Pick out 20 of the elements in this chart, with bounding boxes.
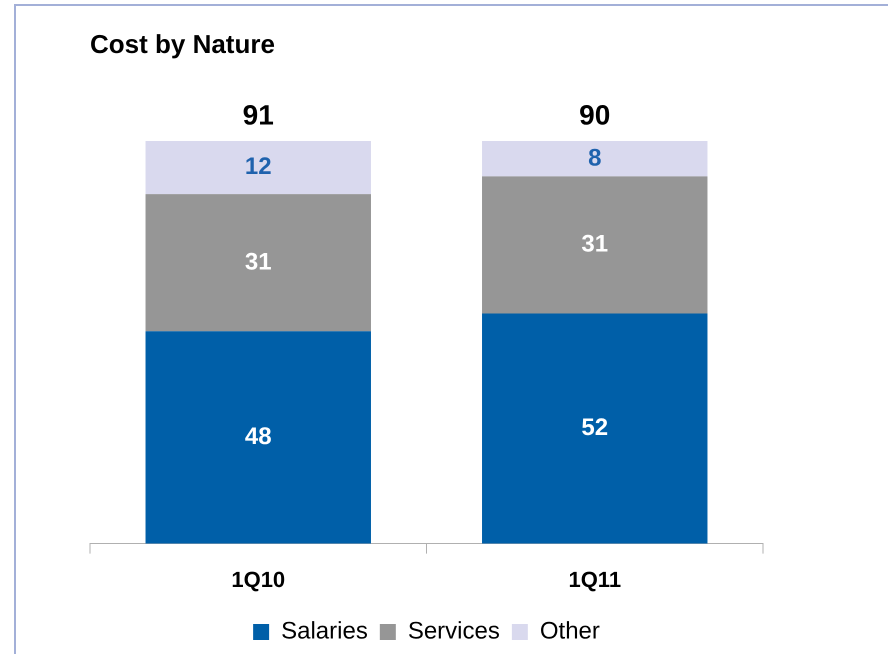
- legend-label: Services: [408, 618, 500, 645]
- total-label: 90: [579, 100, 610, 131]
- data-label: 48: [244, 423, 272, 450]
- data-label: 52: [581, 414, 608, 442]
- data-label: 31: [244, 248, 272, 276]
- bar: [146, 331, 371, 544]
- legend-label: Other: [540, 618, 600, 645]
- bar: [482, 314, 708, 544]
- total-label: 91: [242, 100, 274, 131]
- legend-label: Salaries: [281, 618, 368, 645]
- bar: [146, 194, 371, 332]
- x-tick-label: 1Q10: [231, 566, 286, 592]
- bar: [482, 141, 708, 176]
- data-label: 31: [581, 230, 608, 258]
- bar: [146, 141, 371, 194]
- data-label: 8: [588, 144, 602, 172]
- x-tick-label: 1Q11: [568, 566, 622, 592]
- bar: [482, 176, 708, 314]
- chart-title: Cost by Nature: [90, 28, 275, 59]
- data-label: 12: [244, 153, 272, 180]
